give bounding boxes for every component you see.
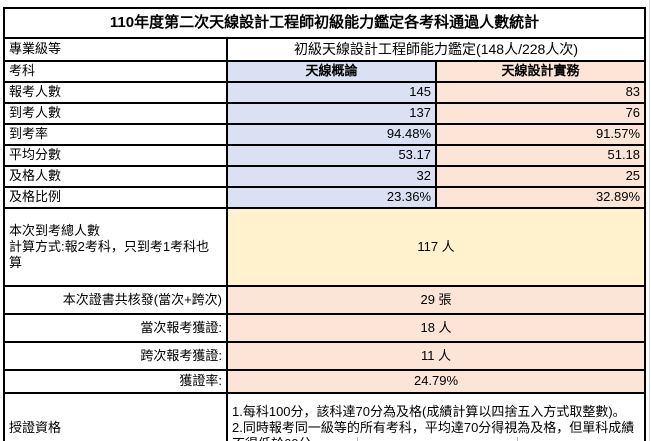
summary-value: 18 人 [225, 313, 647, 343]
level-row: 專業級等 初級天線設計工程師能力鑑定(148人/228人次) [3, 37, 647, 62]
table-row-registered: 報考人數 145 83 [3, 81, 647, 104]
current-session-certified-row: 當次報考獲證: 18 人 [3, 313, 647, 343]
attendance-total-label-line1: 本次到考總人數 [9, 222, 101, 238]
value-theory: 23.36% [226, 186, 437, 209]
attendance-total-value: 117 人 [225, 207, 647, 287]
qualification-label: 授證資格 [3, 392, 228, 441]
qualification-rules: 1.每科100分，該科達70分為及格(成績計算以四捨五入方式取整數)。 2.同時… [225, 392, 647, 441]
table-row-passed-count: 及格人數 32 25 [3, 165, 647, 188]
gridline-tick [517, 437, 518, 441]
value-theory: 53.17 [226, 144, 437, 167]
table-row-pass-ratio: 及格比例 23.36% 32.89% [3, 186, 647, 209]
value-design: 91.57% [434, 123, 647, 146]
table-row-attendance-rate: 到考率 94.48% 91.57% [3, 123, 647, 146]
level-value: 初級天線設計工程師能力鑑定(148人/228人次) [225, 37, 647, 62]
level-label: 專業級等 [3, 37, 228, 62]
value-design: 51.18 [434, 144, 647, 167]
table-row-average-score: 平均分數 53.17 51.18 [3, 144, 647, 167]
certificates-issued-row: 本次證書共核發(當次+跨次) 29 張 [3, 285, 647, 315]
value-design: 25 [434, 165, 647, 188]
row-label: 及格比例 [3, 186, 228, 209]
summary-value: 11 人 [225, 341, 647, 371]
table-title: 110年度第二次天線設計工程師初級能力鑑定各考科通過人數統計 [2, 7, 647, 39]
row-label: 報考人數 [3, 81, 228, 104]
subject-antenna-design: 天線設計實務 [434, 60, 647, 83]
attendance-total-row: 本次到考總人數 計算方式:報2考科，只到考1考科也算 117 人 [3, 207, 647, 287]
certification-rate-row: 獲證率: 24.79% [3, 369, 647, 394]
value-theory: 32 [226, 165, 437, 188]
row-label: 到考率 [3, 123, 228, 146]
row-label: 平均分數 [3, 144, 228, 167]
gridline-tick [357, 437, 358, 441]
summary-value: 24.79% [225, 369, 647, 394]
row-label: 及格人數 [3, 165, 228, 188]
table-row-attended: 到考人數 137 76 [3, 102, 647, 125]
attendance-total-label-line2: 計算方式:報2考科，只到考1考科也算 [9, 238, 210, 271]
value-theory: 94.48% [226, 123, 437, 146]
certification-statistics-table: 110年度第二次天線設計工程師初級能力鑑定各考科通過人數統計 專業級等 初級天線… [2, 7, 647, 441]
title-row: 110年度第二次天線設計工程師初級能力鑑定各考科通過人數統計 [2, 7, 647, 39]
summary-value: 29 張 [225, 285, 647, 315]
qualification-rule-1: 1.每科100分，該科達70分為及格(成績計算以四捨五入方式取整數)。 [232, 403, 626, 419]
qualification-rule-2: 2.同時報考同一級等的所有考科，平均達70分得視為及格，但單科成績不得低於60分… [232, 419, 635, 441]
value-design: 76 [434, 102, 647, 125]
cross-session-certified-row: 跨次報考獲證: 11 人 [3, 341, 647, 371]
qualification-row: 授證資格 1.每科100分，該科達70分為及格(成績計算以四捨五入方式取整數)。… [3, 392, 647, 441]
subject-antenna-theory: 天線概論 [226, 60, 437, 83]
value-design: 32.89% [434, 186, 647, 209]
value-design: 83 [434, 81, 647, 104]
summary-label: 跨次報考獲證: [3, 341, 228, 371]
subjects-header-row: 考科 天線概論 天線設計實務 [3, 60, 647, 83]
summary-label: 本次證書共核發(當次+跨次) [3, 285, 228, 315]
summary-label: 獲證率: [3, 369, 228, 394]
row-label: 到考人數 [3, 102, 228, 125]
value-theory: 145 [226, 81, 437, 104]
subjects-label: 考科 [3, 60, 228, 83]
attendance-total-label: 本次到考總人數 計算方式:報2考科，只到考1考科也算 [3, 207, 228, 287]
summary-label: 當次報考獲證: [3, 313, 228, 343]
gridline-right [649, 0, 650, 441]
value-theory: 137 [226, 102, 437, 125]
